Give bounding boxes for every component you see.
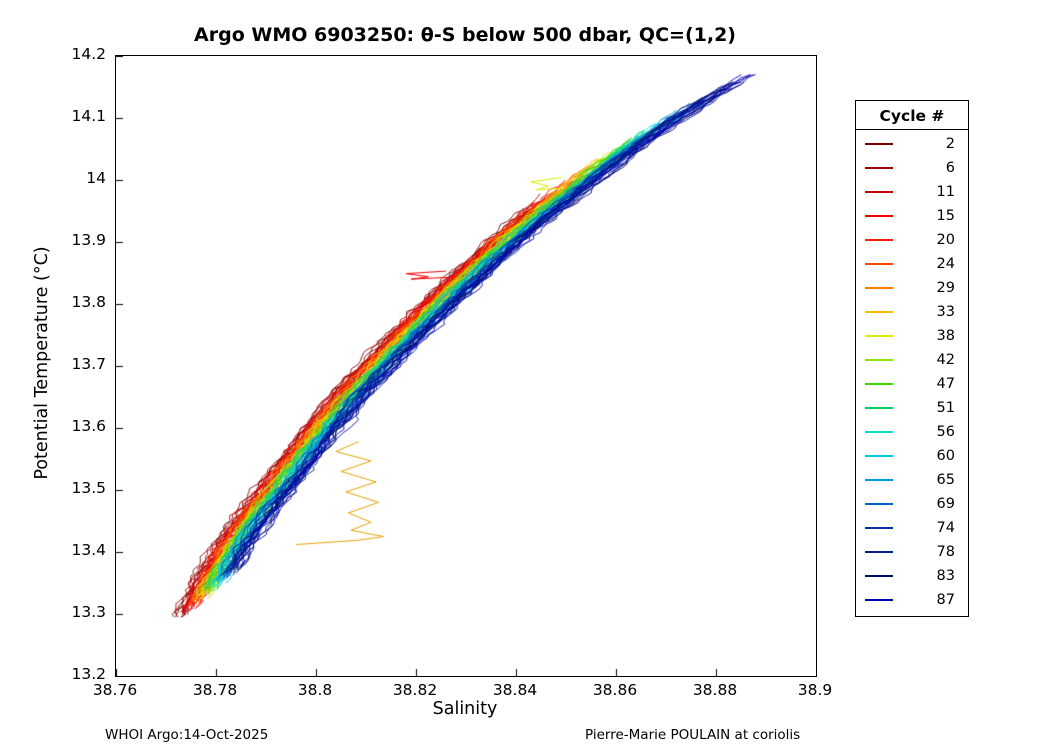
- legend-line-sample: [865, 167, 893, 169]
- legend-entries: 2 6 11 15 20 24 29 33 38 42 47 51 56 60 65 69 74 78 83 87: [856, 132, 968, 612]
- legend-entry: 11: [856, 180, 968, 204]
- legend-line-sample: [865, 479, 893, 481]
- legend-entry-label: 47: [936, 376, 955, 392]
- credit-whoi: WHOI Argo:14-Oct-2025: [105, 727, 269, 743]
- legend-line-sample: [865, 287, 893, 289]
- legend-entry: 6: [856, 156, 968, 180]
- x-tick-label: 38.88: [692, 681, 738, 699]
- legend-line-sample: [865, 599, 893, 601]
- legend-entry: 69: [856, 492, 968, 516]
- legend-entry: 83: [856, 564, 968, 588]
- y-tick-label: 14: [86, 169, 106, 187]
- legend-entry-label: 78: [936, 544, 955, 560]
- legend: Cycle # 2 6 11 15 20 24 29 33 38 42 47 51 56 60 65 69 74…: [855, 100, 969, 617]
- legend-line-sample: [865, 143, 893, 145]
- legend-entry-label: 15: [936, 208, 955, 224]
- legend-line-sample: [865, 335, 893, 337]
- legend-entry-label: 11: [936, 184, 955, 200]
- legend-entry-label: 69: [936, 496, 955, 512]
- legend-entry-label: 20: [936, 232, 955, 248]
- legend-entry-label: 6: [945, 160, 955, 176]
- legend-entry: 24: [856, 252, 968, 276]
- legend-entry: 15: [856, 204, 968, 228]
- legend-entry: 38: [856, 324, 968, 348]
- legend-line-sample: [865, 431, 893, 433]
- legend-entry: 87: [856, 588, 968, 612]
- x-tick-label: 38.78: [192, 681, 238, 699]
- legend-entry: 47: [856, 372, 968, 396]
- legend-entry-label: 2: [945, 136, 955, 152]
- legend-line-sample: [865, 239, 893, 241]
- legend-entry-label: 51: [936, 400, 955, 416]
- legend-entry-label: 24: [936, 256, 955, 272]
- legend-title: Cycle #: [856, 101, 968, 130]
- legend-entry: 29: [856, 276, 968, 300]
- x-tick-label: 38.8: [297, 681, 333, 699]
- legend-line-sample: [865, 215, 893, 217]
- legend-entry-label: 83: [936, 568, 955, 584]
- y-tick-label: 13.4: [71, 541, 106, 559]
- legend-line-sample: [865, 575, 893, 577]
- y-tick-label: 13.5: [71, 479, 106, 497]
- legend-entry-label: 33: [936, 304, 955, 320]
- x-tick-label: 38.76: [92, 681, 138, 699]
- y-tick-label: 14.1: [71, 107, 106, 125]
- legend-entry: 51: [856, 396, 968, 420]
- plot-canvas: [116, 56, 816, 676]
- x-axis-label: Salinity: [432, 699, 498, 719]
- x-tick-label: 38.82: [392, 681, 438, 699]
- chart-title: Argo WMO 6903250: θ-S below 500 dbar, QC…: [194, 24, 736, 46]
- x-tick-label: 38.9: [797, 681, 833, 699]
- credit-author: Pierre-Marie POULAIN at coriolis: [585, 727, 801, 743]
- legend-entry-label: 87: [936, 592, 955, 608]
- legend-line-sample: [865, 383, 893, 385]
- legend-entry: 20: [856, 228, 968, 252]
- legend-line-sample: [865, 359, 893, 361]
- y-tick-label: 13.7: [71, 355, 106, 373]
- legend-entry-label: 65: [936, 472, 955, 488]
- legend-line-sample: [865, 551, 893, 553]
- x-tick-label: 38.84: [492, 681, 538, 699]
- legend-line-sample: [865, 263, 893, 265]
- y-tick-label: 13.9: [71, 231, 106, 249]
- legend-entry-label: 56: [936, 424, 955, 440]
- legend-entry: 33: [856, 300, 968, 324]
- y-tick-label: 14.2: [71, 45, 106, 63]
- x-tick-label: 38.86: [592, 681, 638, 699]
- legend-entry: 56: [856, 420, 968, 444]
- y-tick-label: 13.8: [71, 293, 106, 311]
- y-tick-label: 13.3: [71, 603, 106, 621]
- legend-entry: 42: [856, 348, 968, 372]
- legend-entry: 65: [856, 468, 968, 492]
- plot-area: [115, 55, 817, 677]
- legend-entry-label: 42: [936, 352, 955, 368]
- legend-entry-label: 38: [936, 328, 955, 344]
- legend-line-sample: [865, 407, 893, 409]
- legend-line-sample: [865, 191, 893, 193]
- legend-entry: 60: [856, 444, 968, 468]
- legend-entry-label: 74: [936, 520, 955, 536]
- y-tick-label: 13.2: [71, 665, 106, 683]
- y-tick-label: 13.6: [71, 417, 106, 435]
- legend-entry-label: 29: [936, 280, 955, 296]
- legend-entry: 78: [856, 540, 968, 564]
- legend-entry-label: 60: [936, 448, 955, 464]
- legend-line-sample: [865, 527, 893, 529]
- legend-line-sample: [865, 311, 893, 313]
- legend-line-sample: [865, 503, 893, 505]
- legend-line-sample: [865, 455, 893, 457]
- legend-entry: 74: [856, 516, 968, 540]
- legend-entry: 2: [856, 132, 968, 156]
